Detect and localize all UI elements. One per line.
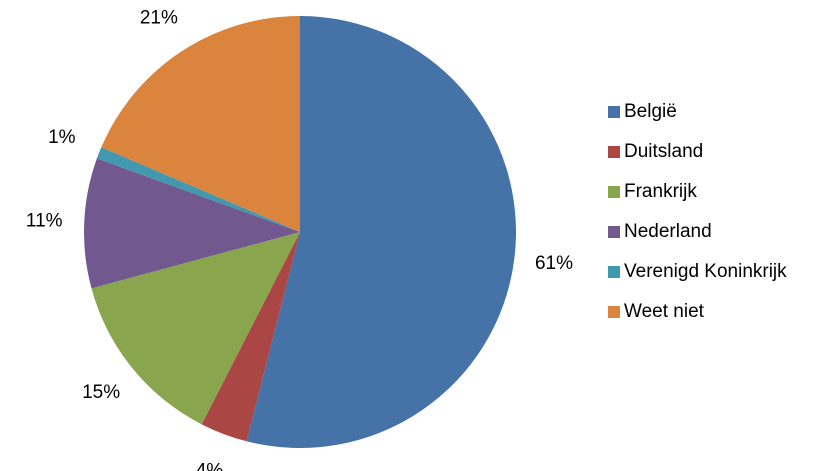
legend-label: Duitsland (624, 141, 703, 162)
pie-slice (101, 15, 300, 232)
pie-slice (91, 232, 300, 425)
legend-label: België (624, 101, 677, 122)
data-label: 61% (535, 253, 573, 274)
legend-label: Nederland (624, 221, 712, 242)
data-label: 4% (196, 460, 224, 471)
data-label: 15% (82, 382, 120, 403)
pie-slice (84, 158, 300, 289)
legend-label: Verenigd Koninkrijk (624, 261, 787, 282)
legend-swatch (608, 306, 620, 318)
legend-swatch (608, 186, 620, 198)
legend-label: Frankrijk (624, 181, 697, 202)
pie-slice (96, 147, 300, 232)
data-label: 1% (48, 127, 76, 148)
data-label: 11% (26, 210, 63, 231)
legend-swatch (608, 266, 620, 278)
legend-swatch (608, 226, 620, 238)
data-label: 21% (140, 7, 178, 28)
legend-label: Weet niet (624, 301, 705, 322)
legend-swatch (608, 146, 620, 158)
legend-swatch (608, 106, 620, 118)
pie-slice (201, 232, 300, 442)
pie-slice (246, 16, 516, 448)
